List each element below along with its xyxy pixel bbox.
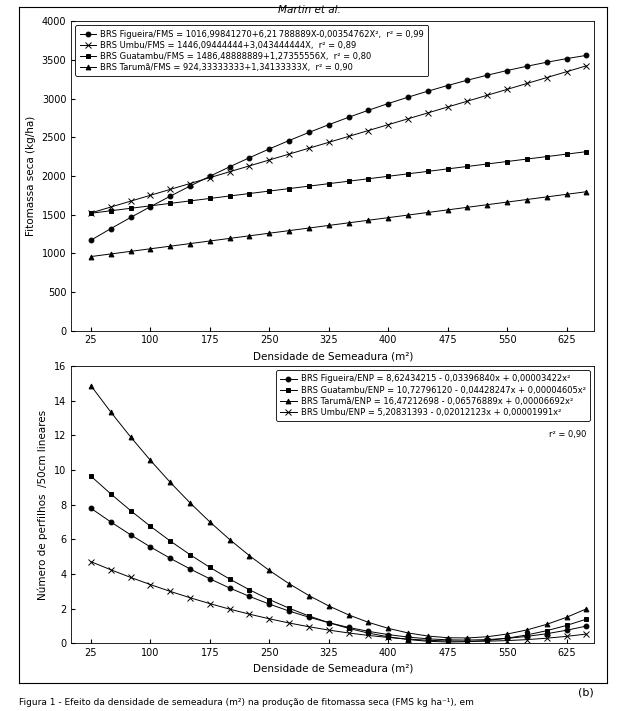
Legend: BRS Figueira/ENP = 8,62434215 - 0,03396840x + 0,00003422x², BRS Guatambu/ENP = 1: BRS Figueira/ENP = 8,62434215 - 0,033968… bbox=[276, 370, 590, 421]
Text: r² = 0,84: r² = 0,84 bbox=[549, 392, 586, 401]
Text: Martin et al.: Martin et al. bbox=[278, 5, 341, 15]
Text: r² = 0,86: r² = 0,86 bbox=[549, 411, 586, 419]
Legend: BRS Figueira/FMS = 1016,99841270+6,21 788889X-0,00354762X²,  r² = 0,99, BRS Umbu: BRS Figueira/FMS = 1016,99841270+6,21 78… bbox=[76, 26, 428, 76]
Y-axis label: Número de perfilhos  /50cm lineares: Número de perfilhos /50cm lineares bbox=[38, 410, 48, 600]
Y-axis label: Fitomassa seca (kg/ha): Fitomassa seca (kg/ha) bbox=[26, 116, 36, 236]
Text: r² = 0,90: r² = 0,90 bbox=[549, 429, 586, 439]
Text: (b): (b) bbox=[579, 688, 594, 697]
X-axis label: Densidade de Semeadura (m²): Densidade de Semeadura (m²) bbox=[253, 351, 413, 361]
Text: r² = 0,84: r² = 0,84 bbox=[549, 373, 586, 382]
X-axis label: Densidade de Semeadura (m²): Densidade de Semeadura (m²) bbox=[253, 664, 413, 674]
Text: (a): (a) bbox=[579, 368, 594, 378]
Text: Figura 1 - Efeito da densidade de semeadura (m²) na produção de fitomassa seca (: Figura 1 - Efeito da densidade de semead… bbox=[19, 698, 474, 707]
